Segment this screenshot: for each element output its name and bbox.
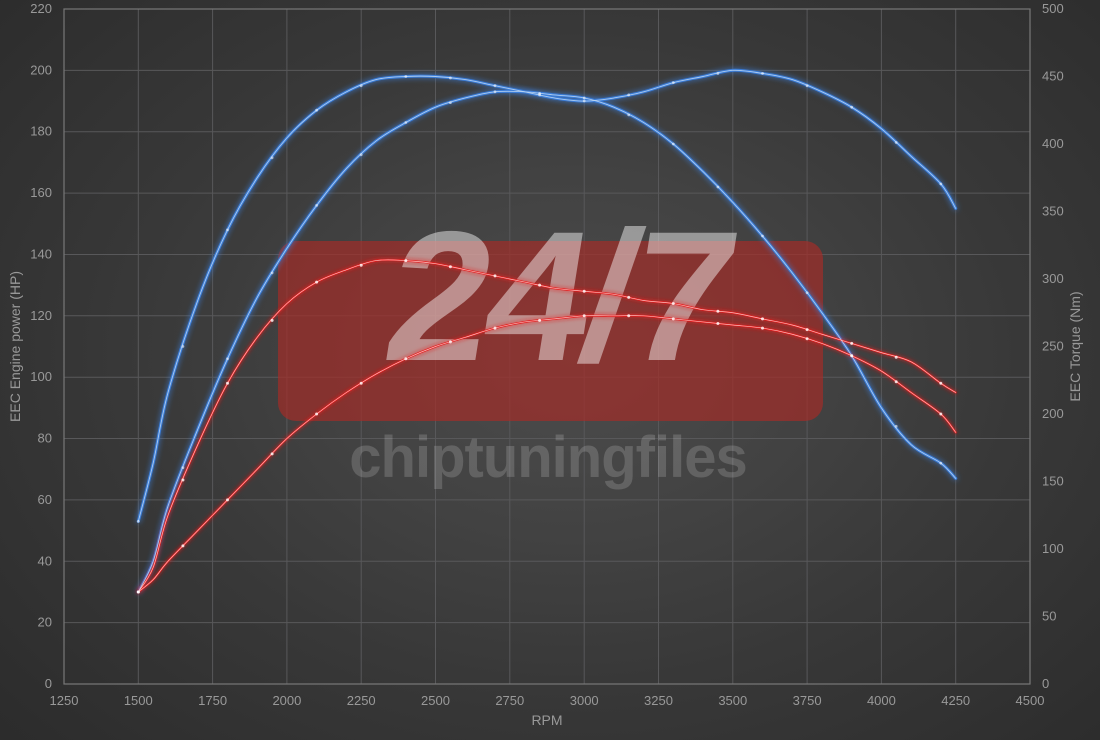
svg-text:40: 40 xyxy=(38,553,52,568)
svg-text:2500: 2500 xyxy=(421,693,450,708)
svg-text:60: 60 xyxy=(38,492,52,507)
svg-text:80: 80 xyxy=(38,431,52,446)
svg-text:4250: 4250 xyxy=(941,693,970,708)
svg-text:RPM: RPM xyxy=(531,712,562,728)
svg-text:24/7: 24/7 xyxy=(374,193,747,400)
svg-text:4000: 4000 xyxy=(867,693,896,708)
svg-text:0: 0 xyxy=(1042,676,1049,691)
svg-text:200: 200 xyxy=(1042,406,1064,421)
svg-text:400: 400 xyxy=(1042,136,1064,151)
svg-text:250: 250 xyxy=(1042,339,1064,354)
svg-text:EEC Engine power (HP): EEC Engine power (HP) xyxy=(7,271,23,422)
svg-text:500: 500 xyxy=(1042,1,1064,16)
svg-text:2000: 2000 xyxy=(272,693,301,708)
svg-text:EEC Torque (Nm): EEC Torque (Nm) xyxy=(1067,291,1083,401)
svg-text:3500: 3500 xyxy=(718,693,747,708)
svg-text:4500: 4500 xyxy=(1016,693,1045,708)
svg-text:100: 100 xyxy=(30,369,52,384)
svg-text:120: 120 xyxy=(30,308,52,323)
svg-text:160: 160 xyxy=(30,185,52,200)
svg-text:150: 150 xyxy=(1042,474,1064,489)
svg-text:1500: 1500 xyxy=(124,693,153,708)
svg-text:300: 300 xyxy=(1042,271,1064,286)
svg-text:450: 450 xyxy=(1042,69,1064,84)
svg-text:3250: 3250 xyxy=(644,693,673,708)
svg-text:2250: 2250 xyxy=(347,693,376,708)
svg-text:3750: 3750 xyxy=(793,693,822,708)
svg-text:220: 220 xyxy=(30,1,52,16)
svg-text:3000: 3000 xyxy=(570,693,599,708)
svg-text:140: 140 xyxy=(30,247,52,262)
svg-text:20: 20 xyxy=(38,615,52,630)
svg-text:0: 0 xyxy=(45,676,52,691)
svg-text:chiptuningfiles: chiptuningfiles xyxy=(349,425,746,490)
svg-text:200: 200 xyxy=(30,62,52,77)
svg-text:50: 50 xyxy=(1042,609,1056,624)
svg-text:180: 180 xyxy=(30,124,52,139)
svg-text:1250: 1250 xyxy=(50,693,79,708)
svg-text:2750: 2750 xyxy=(495,693,524,708)
svg-text:100: 100 xyxy=(1042,541,1064,556)
svg-text:1750: 1750 xyxy=(198,693,227,708)
svg-text:350: 350 xyxy=(1042,204,1064,219)
